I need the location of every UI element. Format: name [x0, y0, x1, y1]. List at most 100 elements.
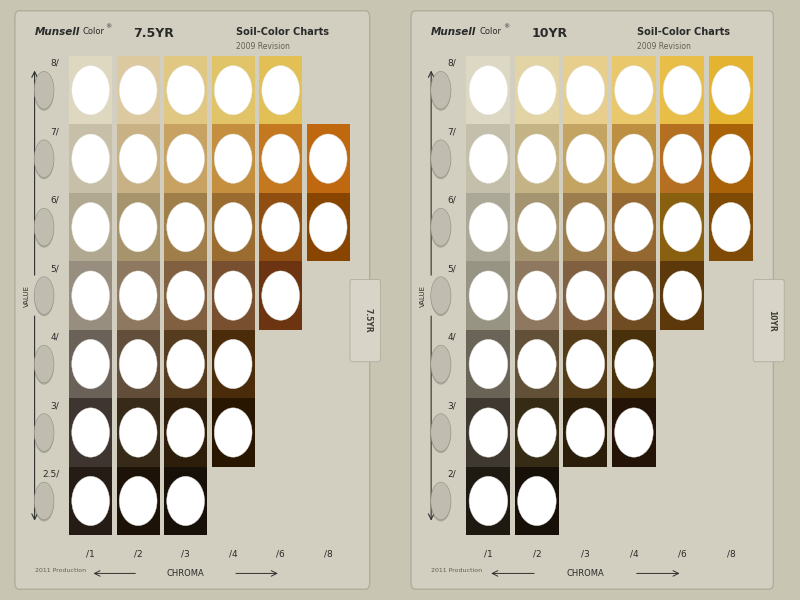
Ellipse shape — [566, 271, 605, 320]
Ellipse shape — [614, 202, 653, 252]
Ellipse shape — [518, 271, 556, 320]
Bar — [515, 330, 559, 398]
Ellipse shape — [166, 340, 205, 389]
Text: Soil-Color Charts: Soil-Color Charts — [236, 26, 329, 37]
Bar — [515, 467, 559, 535]
Ellipse shape — [310, 202, 347, 252]
Text: /4: /4 — [630, 550, 638, 559]
Ellipse shape — [119, 271, 157, 320]
Ellipse shape — [119, 202, 157, 252]
Bar — [466, 193, 510, 262]
Ellipse shape — [34, 415, 54, 453]
Ellipse shape — [469, 408, 508, 457]
Bar — [515, 193, 559, 262]
Ellipse shape — [166, 65, 205, 115]
Ellipse shape — [614, 340, 653, 389]
Bar — [515, 124, 559, 193]
Bar — [661, 124, 704, 193]
Text: Munsell: Munsell — [34, 26, 80, 37]
Ellipse shape — [166, 134, 205, 184]
Bar — [661, 56, 704, 124]
Bar — [69, 467, 112, 535]
Text: 2011 Production: 2011 Production — [34, 568, 86, 574]
Bar — [466, 398, 510, 467]
Bar — [164, 330, 207, 398]
Ellipse shape — [119, 65, 157, 115]
Ellipse shape — [430, 482, 451, 520]
Ellipse shape — [614, 408, 653, 457]
Bar — [306, 124, 350, 193]
Text: ®: ® — [105, 25, 111, 30]
Ellipse shape — [469, 65, 508, 115]
Ellipse shape — [34, 140, 54, 178]
Ellipse shape — [34, 71, 54, 109]
Ellipse shape — [34, 278, 54, 316]
Ellipse shape — [34, 413, 54, 451]
Text: /3: /3 — [581, 550, 590, 559]
Ellipse shape — [711, 202, 750, 252]
Text: Soil-Color Charts: Soil-Color Charts — [637, 26, 730, 37]
Bar — [709, 56, 753, 124]
Ellipse shape — [614, 65, 653, 115]
Text: 2.5/: 2.5/ — [42, 470, 59, 479]
Bar — [117, 467, 160, 535]
Bar — [212, 56, 254, 124]
Ellipse shape — [34, 345, 54, 383]
Bar — [117, 56, 160, 124]
Ellipse shape — [34, 210, 54, 248]
Ellipse shape — [566, 202, 605, 252]
Ellipse shape — [430, 277, 451, 314]
Text: CHROMA: CHROMA — [166, 569, 205, 578]
Text: 2011 Production: 2011 Production — [431, 568, 482, 574]
Ellipse shape — [430, 415, 451, 453]
Bar — [212, 124, 254, 193]
Ellipse shape — [518, 408, 556, 457]
Ellipse shape — [262, 65, 299, 115]
Text: /1: /1 — [86, 550, 95, 559]
Ellipse shape — [214, 202, 252, 252]
Ellipse shape — [566, 408, 605, 457]
Ellipse shape — [166, 408, 205, 457]
Bar — [69, 330, 112, 398]
Ellipse shape — [34, 277, 54, 314]
Ellipse shape — [430, 347, 451, 385]
Text: Color: Color — [480, 26, 502, 35]
Text: /2: /2 — [533, 550, 542, 559]
Text: /3: /3 — [182, 550, 190, 559]
Ellipse shape — [663, 202, 702, 252]
Bar — [709, 193, 753, 262]
Bar — [212, 193, 254, 262]
Text: 2/: 2/ — [448, 470, 456, 479]
Bar — [466, 124, 510, 193]
Ellipse shape — [310, 134, 347, 184]
Ellipse shape — [119, 476, 157, 526]
Ellipse shape — [34, 208, 54, 246]
Ellipse shape — [214, 271, 252, 320]
Text: 7/: 7/ — [50, 127, 59, 136]
Bar — [164, 467, 207, 535]
Bar — [259, 262, 302, 330]
Ellipse shape — [166, 271, 205, 320]
Ellipse shape — [711, 65, 750, 115]
Ellipse shape — [430, 278, 451, 316]
Ellipse shape — [711, 134, 750, 184]
Ellipse shape — [34, 73, 54, 111]
Ellipse shape — [34, 484, 54, 521]
Text: 7/: 7/ — [448, 127, 456, 136]
Bar — [164, 398, 207, 467]
Bar — [164, 56, 207, 124]
FancyBboxPatch shape — [754, 280, 784, 362]
Bar — [212, 330, 254, 398]
Bar — [612, 56, 656, 124]
FancyBboxPatch shape — [350, 280, 381, 362]
Text: 6/: 6/ — [50, 196, 59, 205]
Text: 8/: 8/ — [448, 59, 456, 68]
Ellipse shape — [469, 134, 508, 184]
Bar — [117, 124, 160, 193]
Ellipse shape — [72, 202, 110, 252]
Ellipse shape — [430, 208, 451, 246]
Ellipse shape — [518, 340, 556, 389]
Bar — [117, 398, 160, 467]
Text: 2009 Revision: 2009 Revision — [236, 43, 290, 52]
Text: 10YR: 10YR — [767, 310, 776, 331]
